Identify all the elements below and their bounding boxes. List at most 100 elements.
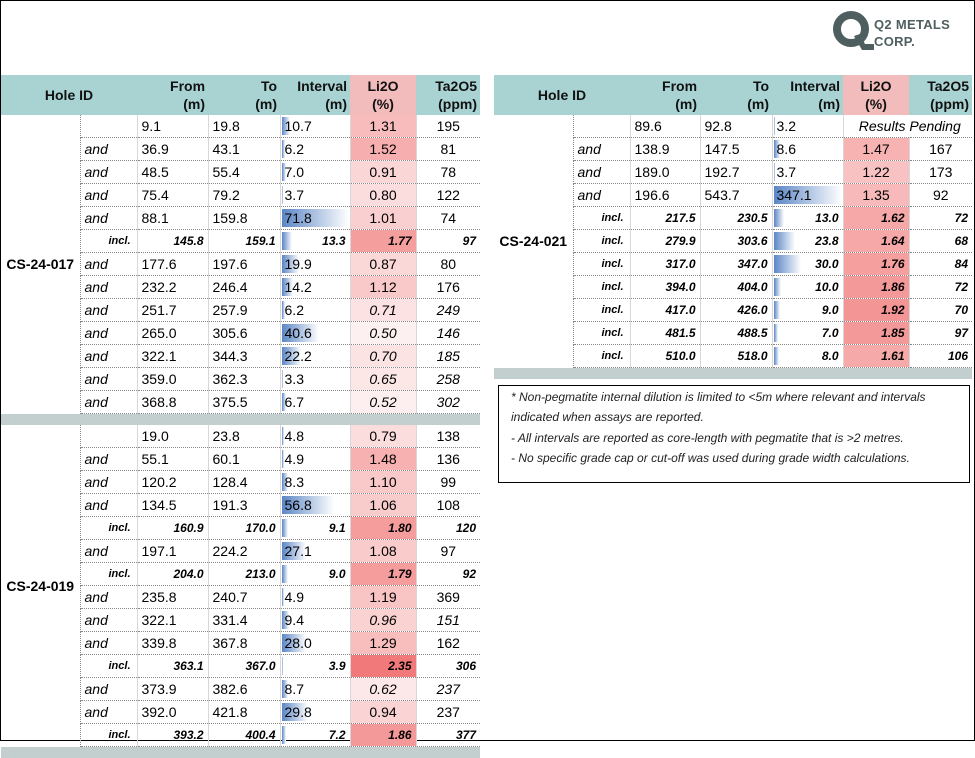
row-label: incl. (80, 230, 137, 253)
to-cell: 347.0 (700, 253, 772, 276)
logo-name-line2: CORP. (874, 33, 950, 50)
interval-cell: 6.2 (280, 138, 350, 161)
row-label: and (80, 299, 137, 322)
to-header: To(m) (700, 75, 772, 115)
from-header: From(m) (137, 75, 208, 115)
interval-data-bar (282, 726, 287, 744)
logo-name-line1: Q2 METALS (874, 16, 950, 33)
row-label (573, 115, 630, 138)
interval-value: 56.8 (285, 497, 312, 513)
row-label (80, 115, 137, 138)
interval-value: 13.3 (322, 234, 345, 248)
interval-value: 10.7 (285, 118, 312, 134)
from-cell: 339.8 (137, 632, 208, 655)
ta2o5-cell: 151 (416, 609, 480, 632)
from-cell: 251.7 (137, 299, 208, 322)
interval-cell: 14.2 (280, 276, 350, 299)
to-cell: 400.4 (208, 724, 280, 747)
to-cell: 230.5 (700, 207, 772, 230)
note-line: indicated when assays are reported. (511, 410, 975, 424)
from-cell: 145.8 (137, 230, 208, 253)
interval-data-bar (282, 657, 284, 675)
to-cell: 331.4 (208, 609, 280, 632)
hole-separator (1, 747, 480, 758)
interval-value: 7.2 (329, 728, 346, 742)
from-cell: 189.0 (630, 161, 700, 184)
to-cell: 518.0 (700, 345, 772, 368)
ta2o5-cell: 92 (909, 184, 972, 207)
interval-data-bar (282, 588, 285, 606)
interval-cell: 347.1 (772, 184, 843, 207)
interval-value: 19.9 (285, 256, 312, 272)
interval-cell: 10.0 (772, 276, 843, 299)
from-cell: 138.9 (630, 138, 700, 161)
interval-cell: 30.0 (772, 253, 843, 276)
from-cell: 55.1 (137, 448, 208, 471)
li2o-cell: 1.47 (843, 138, 909, 161)
ta2o5-cell: 185 (416, 345, 480, 368)
interval-data-bar (282, 186, 284, 204)
li2o-cell: 0.71 (350, 299, 416, 322)
to-cell: 197.6 (208, 253, 280, 276)
from-cell: 232.2 (137, 276, 208, 299)
interval-data-bar (282, 370, 283, 388)
li2o-cell: 1.22 (843, 161, 909, 184)
ta2o5-cell: 195 (416, 115, 480, 138)
ta2o5-cell: 237 (416, 701, 480, 724)
row-label: incl. (573, 207, 630, 230)
interval-cell: 3.7 (280, 184, 350, 207)
to-cell: 159.1 (208, 230, 280, 253)
interval-value: 6.7 (285, 394, 304, 410)
from-cell: 88.1 (137, 207, 208, 230)
ta2o5-cell: 72 (909, 207, 972, 230)
company-logo: Q2 METALS CORP. (832, 6, 972, 60)
ta2o5-cell: 167 (909, 138, 972, 161)
row-label: incl. (80, 517, 137, 540)
li2o-cell: 1.80 (350, 517, 416, 540)
results-pending-cell: Results Pending (843, 115, 972, 138)
li2o-cell: 0.80 (350, 184, 416, 207)
ta2o5-cell: 70 (909, 299, 972, 322)
to-cell: 344.3 (208, 345, 280, 368)
interval-cell: 23.8 (772, 230, 843, 253)
ta2o5-cell: 106 (909, 345, 972, 368)
interval-cell: 3.7 (772, 161, 843, 184)
li2o-cell: 1.79 (350, 563, 416, 586)
interval-value: 4.9 (285, 589, 304, 605)
row-label: incl. (573, 322, 630, 345)
from-cell: 393.2 (137, 724, 208, 747)
ta2o5-cell: 97 (416, 230, 480, 253)
li2o-cell: 0.70 (350, 345, 416, 368)
li2o-cell: 0.62 (350, 678, 416, 701)
from-cell: 394.0 (630, 276, 700, 299)
li2o-cell: 0.52 (350, 391, 416, 414)
from-cell: 120.2 (137, 471, 208, 494)
li2o-cell: 1.86 (350, 724, 416, 747)
from-cell: 75.4 (137, 184, 208, 207)
row-label: and (80, 391, 137, 414)
li2o-cell: 1.62 (843, 207, 909, 230)
row-label: and (80, 609, 137, 632)
li2o-header: Li2O(%) (843, 75, 909, 115)
ta2o5-cell: 176 (416, 276, 480, 299)
interval-value: 9.1 (329, 521, 346, 535)
interval-cell: 13.3 (280, 230, 350, 253)
li2o-cell: 2.35 (350, 655, 416, 678)
separator-cell (1, 414, 480, 426)
from-cell: 417.0 (630, 299, 700, 322)
to-cell: 79.2 (208, 184, 280, 207)
right-assay-table: Hole ID From(m) To(m) Interval(m) Li2O(%… (494, 75, 972, 379)
row-label: incl. (80, 563, 137, 586)
li2o-cell: 0.50 (350, 322, 416, 345)
note-line: - All intervals are reported as core-len… (511, 431, 975, 445)
interval-header: Interval(m) (772, 75, 843, 115)
interval-cell: 40.6 (280, 322, 350, 345)
ta2o5-cell: 377 (416, 724, 480, 747)
interval-cell: 19.9 (280, 253, 350, 276)
to-cell: 191.3 (208, 494, 280, 517)
interval-cell: 8.6 (772, 138, 843, 161)
ta2o5-header: Ta2O5(ppm) (909, 75, 972, 115)
ta2o5-cell: 97 (909, 322, 972, 345)
